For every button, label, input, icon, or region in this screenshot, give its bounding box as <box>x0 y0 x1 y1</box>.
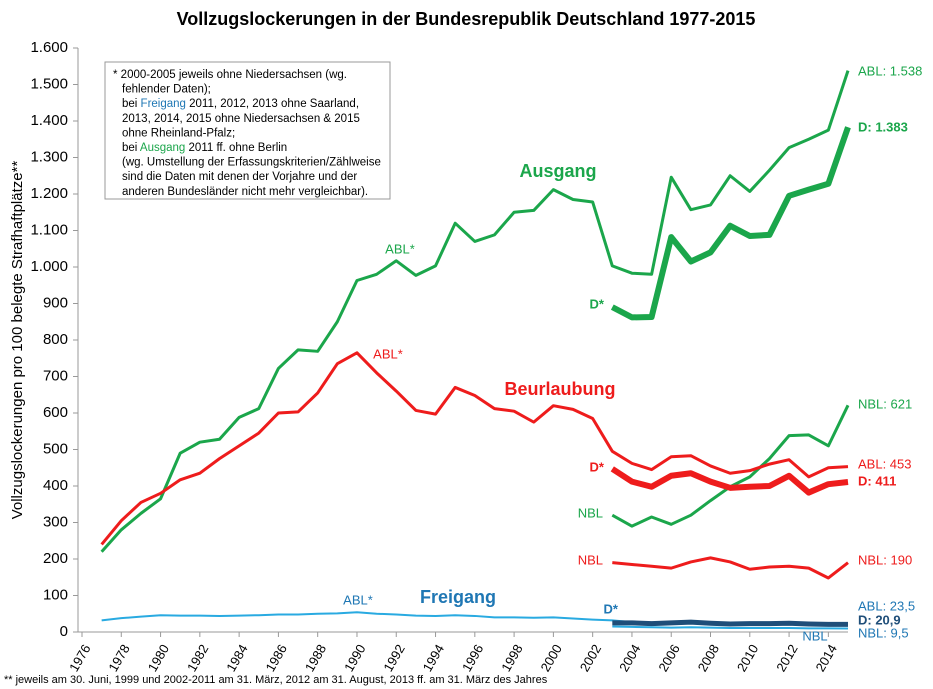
note-text: Ausgang <box>140 142 185 154</box>
annotation: ABL: 23,5 <box>858 598 915 613</box>
x-tick-label: 1998 <box>498 642 525 675</box>
note-line: 2013, 2014, 2015 ohne Niedersachsen & 20… <box>122 113 360 125</box>
x-tick-label: 1988 <box>302 642 329 675</box>
note-text: * 2000-2005 jeweils ohne Niedersachsen (… <box>113 69 347 81</box>
note-line: (wg. Umstellung der Erfassungskriterien/… <box>122 157 381 169</box>
annotation: ABL* <box>385 241 415 256</box>
y-tick-label: 500 <box>43 440 68 457</box>
x-tick-label: 1996 <box>459 642 486 675</box>
x-tick-label: 2012 <box>773 642 800 675</box>
y-tick-label: 1.500 <box>30 75 68 92</box>
note-text: 2013, 2014, 2015 ohne Niedersachsen & 20… <box>122 113 360 125</box>
note-text: 2011 ff. ohne Berlin <box>185 142 287 154</box>
y-tick-label: 900 <box>43 294 68 311</box>
annotation: NBL: 9,5 <box>858 625 909 640</box>
annotation: NBL <box>802 628 827 643</box>
series-line <box>612 556 849 580</box>
y-tick-label: 600 <box>43 404 68 421</box>
annotation: D* <box>590 296 605 311</box>
x-tick-label: 1976 <box>66 642 93 675</box>
series-line <box>612 619 849 627</box>
note-line: fehlender Daten); <box>122 84 211 96</box>
x-tick-label: 1994 <box>420 642 447 675</box>
annotation: D* <box>604 601 619 616</box>
x-tick-label: 1984 <box>223 642 250 675</box>
note-line: bei Ausgang 2011 ff. ohne Berlin <box>122 142 287 154</box>
x-tick-label: 1992 <box>380 642 407 675</box>
x-tick-label: 1980 <box>145 642 172 675</box>
annotation: NBL <box>578 552 603 567</box>
annotation: Beurlaubung <box>505 379 616 399</box>
note-text: bei <box>122 142 140 154</box>
note-text: bei <box>122 98 141 110</box>
annotation: D* <box>590 459 605 474</box>
x-tick-label: 2010 <box>734 642 761 675</box>
chart-title: Vollzugslockerungen in der Bundesrepubli… <box>177 9 756 29</box>
annotation: D: 20,9 <box>858 612 901 627</box>
annotation: D: 411 <box>858 473 896 488</box>
note-text: 2011, 2012, 2013 ohne Saarland, <box>186 98 359 110</box>
series-line <box>612 625 849 630</box>
x-tick-label: 1982 <box>184 642 211 675</box>
x-tick-label: 2002 <box>577 642 604 675</box>
series-line <box>610 126 851 321</box>
annotation: ABL: 453 <box>858 456 912 471</box>
annotation: ABL: 1.538 <box>858 63 922 78</box>
y-tick-label: 300 <box>43 513 68 530</box>
series-line <box>100 70 850 553</box>
annotation: NBL: 190 <box>858 552 912 567</box>
y-tick-label: 700 <box>43 367 68 384</box>
y-tick-label: 200 <box>43 550 68 567</box>
y-tick-label: 800 <box>43 331 68 348</box>
note-text: (wg. Umstellung der Erfassungskriterien/… <box>122 157 381 169</box>
note-line: * 2000-2005 jeweils ohne Niedersachsen (… <box>113 69 347 81</box>
annotation: NBL: 621 <box>858 396 912 411</box>
annotation: Ausgang <box>519 161 596 181</box>
annotation: ABL* <box>373 346 403 361</box>
note-text: Freigang <box>141 98 186 110</box>
footnote: ** jeweils am 30. Juni, 1999 und 2002-20… <box>4 674 548 686</box>
x-tick-label: 1986 <box>263 642 290 675</box>
series-line <box>610 466 849 496</box>
note-line: sind die Daten mit denen der Vorjahre un… <box>122 171 357 183</box>
y-tick-label: 1.300 <box>30 148 68 165</box>
y-tick-label: 1.000 <box>30 258 68 275</box>
x-tick-label: 2006 <box>655 642 682 675</box>
x-tick-label: 2014 <box>812 642 839 675</box>
y-tick-label: 1.400 <box>30 112 68 129</box>
note-text: ohne Rheinland-Pfalz; <box>122 127 235 139</box>
note-text: fehlender Daten); <box>122 84 211 96</box>
x-tick-label: 2004 <box>616 642 643 675</box>
y-tick-label: 100 <box>43 586 68 603</box>
note-text: sind die Daten mit denen der Vorjahre un… <box>122 171 357 183</box>
annotation: D: 1.383 <box>858 119 908 134</box>
x-tick-label: 2000 <box>538 642 565 675</box>
note-line: bei Freigang 2011, 2012, 2013 ohne Saarl… <box>122 98 359 110</box>
x-tick-label: 1990 <box>341 642 368 675</box>
series-line <box>100 351 849 546</box>
note-line: ohne Rheinland-Pfalz; <box>122 127 235 139</box>
y-axis-label: Vollzugslockerungen pro 100 belegte Stra… <box>9 161 26 520</box>
y-tick-label: 1.200 <box>30 185 68 202</box>
y-tick-label: 400 <box>43 477 68 494</box>
annotation: ABL* <box>343 592 373 607</box>
y-tick-label: 0 <box>60 623 68 640</box>
y-tick-label: 1.100 <box>30 221 68 238</box>
note-box <box>104 61 391 200</box>
series-line <box>611 404 850 528</box>
annotation: Freigang <box>420 587 496 607</box>
note-line: anderen Bundesländer nicht mehr vergleic… <box>122 186 368 198</box>
y-tick-label: 1.600 <box>30 39 68 56</box>
annotation: NBL <box>578 505 603 520</box>
note-text: anderen Bundesländer nicht mehr vergleic… <box>122 186 368 198</box>
x-tick-label: 1978 <box>105 642 132 675</box>
x-tick-label: 2008 <box>695 642 722 675</box>
